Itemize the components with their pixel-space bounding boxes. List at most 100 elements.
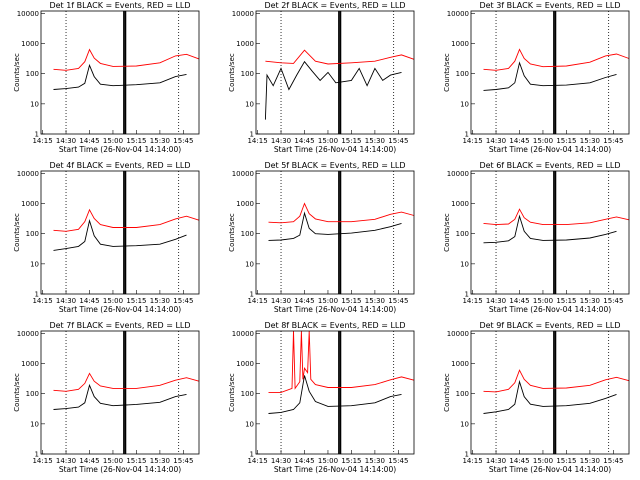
- x-tick-label: 14:15: [32, 137, 52, 145]
- plot-frame: [470, 330, 630, 455]
- x-tick-label: 15:30: [365, 457, 385, 465]
- x-axis-label: Start Time (26-Nov-04 14:14:00): [59, 145, 181, 154]
- panel-det-8: Det 8f BLACK = Events, RED = LLD 14:15 14:…: [228, 321, 415, 474]
- y-tick-label: 1: [250, 451, 254, 459]
- y-tick-label: 1000: [21, 360, 39, 368]
- y-axis-label: Counts/sec: [443, 213, 451, 252]
- y-tick-label: 100: [456, 390, 469, 398]
- y-tick-label: 1: [250, 291, 254, 299]
- x-tick-label: 14:15: [247, 297, 267, 305]
- y-tick-label: 10: [245, 100, 254, 108]
- x-tick-label: 15:15: [556, 297, 576, 305]
- x-tick-label: 14:45: [79, 457, 99, 465]
- y-axis-label: Counts/sec: [228, 373, 236, 412]
- x-tick-label: 15:00: [533, 297, 553, 305]
- x-tick-label: 15:30: [150, 457, 170, 465]
- x-tick-label: 14:30: [486, 297, 506, 305]
- x-axis-label: Start Time (26-Nov-04 14:14:00): [59, 305, 181, 314]
- x-tick-label: 15:00: [103, 457, 123, 465]
- y-tick-label: 10: [30, 420, 39, 428]
- y-tick-label: 10: [460, 260, 469, 268]
- y-tick-label: 1: [35, 131, 39, 139]
- x-tick-label: 15:45: [603, 137, 623, 145]
- panel-title: Det 9f BLACK = Events, RED = LLD: [479, 321, 620, 330]
- lld-series-line: [483, 208, 630, 226]
- panel-title: Det 3f BLACK = Events, RED = LLD: [479, 1, 620, 10]
- x-tick-label: 15:30: [150, 297, 170, 305]
- x-tick-label: 14:45: [509, 137, 529, 145]
- y-tick-label: 100: [26, 390, 39, 398]
- x-tick-label: 14:15: [32, 297, 52, 305]
- x-tick-label: 15:45: [388, 137, 408, 145]
- x-tick-label: 15:15: [341, 297, 361, 305]
- panel-det-3: Det 3f BLACK = Events, RED = LLD 14:15 14:…: [443, 1, 630, 154]
- x-tick-label: 15:15: [556, 137, 576, 145]
- x-tick-label: 15:00: [318, 137, 338, 145]
- x-tick-label: 14:45: [79, 297, 99, 305]
- panel-title: Det 5f BLACK = Events, RED = LLD: [264, 161, 405, 170]
- y-tick-label: 10: [245, 420, 254, 428]
- panel-title: Det 8f BLACK = Events, RED = LLD: [264, 321, 405, 330]
- lld-series-line: [53, 208, 200, 232]
- y-axis-label: Counts/sec: [13, 213, 21, 252]
- plot-frame: [255, 10, 415, 135]
- x-tick-label: 14:30: [56, 297, 76, 305]
- x-tick-label: 14:30: [56, 457, 76, 465]
- panel-title: Det 2f BLACK = Events, RED = LLD: [264, 1, 405, 10]
- y-tick-label: 100: [26, 230, 39, 238]
- x-tick-label: 14:15: [462, 457, 482, 465]
- events-series-line: [53, 218, 187, 251]
- plot-frame: [470, 10, 630, 135]
- x-tick-label: 15:00: [533, 137, 553, 145]
- plot-frame: [40, 330, 200, 455]
- y-tick-label: 10000: [447, 170, 469, 178]
- x-tick-label: 15:00: [103, 297, 123, 305]
- y-tick-label: 10000: [232, 330, 254, 338]
- y-tick-label: 1000: [21, 200, 39, 208]
- y-tick-label: 100: [456, 230, 469, 238]
- x-axis-label: Start Time (26-Nov-04 14:14:00): [489, 145, 611, 154]
- panel-det-2: Det 2f BLACK = Events, RED = LLD 14:15 14:…: [228, 1, 415, 154]
- y-tick-label: 10: [30, 100, 39, 108]
- x-tick-label: 15:00: [318, 457, 338, 465]
- y-tick-label: 100: [241, 390, 254, 398]
- events-series-line: [483, 214, 617, 244]
- x-tick-label: 15:30: [150, 137, 170, 145]
- panel-title: Det 4f BLACK = Events, RED = LLD: [49, 161, 190, 170]
- events-series-line: [268, 375, 402, 414]
- y-tick-label: 100: [241, 70, 254, 78]
- y-tick-label: 10000: [232, 10, 254, 18]
- x-tick-label: 14:30: [486, 457, 506, 465]
- y-tick-label: 10000: [17, 10, 39, 18]
- panel-det-9: Det 9f BLACK = Events, RED = LLD 14:15 14:…: [443, 321, 630, 474]
- y-tick-label: 100: [26, 70, 39, 78]
- y-tick-label: 10000: [232, 170, 254, 178]
- y-tick-label: 1000: [236, 200, 254, 208]
- x-tick-label: 14:30: [486, 137, 506, 145]
- panel-det-5: Det 5f BLACK = Events, RED = LLD 14:15 14:…: [228, 161, 415, 314]
- y-tick-label: 10: [460, 100, 469, 108]
- y-tick-label: 10000: [447, 10, 469, 18]
- x-tick-label: 14:30: [271, 297, 291, 305]
- x-tick-label: 15:45: [173, 457, 193, 465]
- y-axis-label: Counts/sec: [443, 53, 451, 92]
- x-tick-label: 15:30: [580, 297, 600, 305]
- y-tick-label: 1000: [451, 360, 469, 368]
- plot-frame: [255, 330, 415, 455]
- lld-series-line: [483, 369, 630, 393]
- x-tick-label: 15:45: [603, 457, 623, 465]
- y-axis-label: Counts/sec: [228, 53, 236, 92]
- x-tick-label: 15:15: [126, 297, 146, 305]
- lld-series-line: [53, 372, 200, 392]
- x-tick-label: 14:15: [32, 457, 52, 465]
- panel-title: Det 6f BLACK = Events, RED = LLD: [479, 161, 620, 170]
- y-tick-label: 10: [460, 420, 469, 428]
- events-series-line: [53, 383, 187, 410]
- y-tick-label: 1: [465, 451, 469, 459]
- panel-title: Det 7f BLACK = Events, RED = LLD: [49, 321, 190, 330]
- y-tick-label: 10: [245, 260, 254, 268]
- x-axis-label: Start Time (26-Nov-04 14:14:00): [489, 305, 611, 314]
- y-tick-label: 1000: [451, 200, 469, 208]
- panel-det-6: Det 6f BLACK = Events, RED = LLD 14:15 14:…: [443, 161, 630, 314]
- lld-series-line: [53, 48, 200, 71]
